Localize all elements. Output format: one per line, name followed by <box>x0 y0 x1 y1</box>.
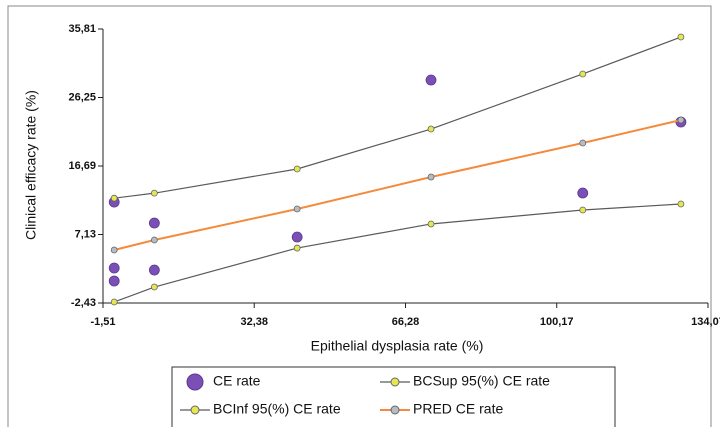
y-tick-label: 26,25 <box>68 91 96 103</box>
legend-marker <box>190 405 200 415</box>
legend-label: PRED CE rate <box>413 401 503 417</box>
point <box>291 231 303 243</box>
y-axis-title: Clinical efficacy rate (%) <box>23 90 39 240</box>
series-line <box>114 36 682 199</box>
point <box>427 220 435 228</box>
point <box>293 205 301 213</box>
point <box>150 283 158 291</box>
point <box>577 187 589 199</box>
legend-marker <box>390 405 400 415</box>
legend-label: BCSup 95(%) CE rate <box>413 373 550 389</box>
legend-label: BCInf 95(%) CE rate <box>213 401 341 417</box>
y-tick-label: 16,69 <box>68 160 96 172</box>
point <box>427 173 435 181</box>
point <box>425 74 437 86</box>
point <box>110 246 118 254</box>
point <box>150 236 158 244</box>
point <box>148 264 160 276</box>
point <box>293 165 301 173</box>
y-tick-label: 7,13 <box>75 228 96 240</box>
frame <box>7 5 712 427</box>
point <box>579 206 587 214</box>
y-tick-label: 35,81 <box>68 23 96 35</box>
point <box>677 116 685 124</box>
series-line <box>113 203 681 303</box>
legend-box <box>171 366 616 427</box>
point <box>150 189 158 197</box>
x-tick-label: 134,07 <box>691 316 720 328</box>
x-tick-label: 32,38 <box>240 316 268 328</box>
point <box>677 200 685 208</box>
point <box>108 275 120 287</box>
x-tick-label: 66,28 <box>392 316 420 328</box>
point <box>579 70 587 78</box>
x-axis-title: Epithelial dysplasia rate (%) <box>311 338 484 354</box>
y-tick-label: -2,43 <box>71 297 96 309</box>
series-line <box>113 119 682 251</box>
x-tick-label: 100,17 <box>540 316 574 328</box>
legend-marker <box>186 373 204 391</box>
point <box>293 244 301 252</box>
point <box>677 33 685 41</box>
legend-label: CE rate <box>213 373 261 389</box>
point <box>108 262 120 274</box>
point <box>110 298 118 306</box>
point <box>427 125 435 133</box>
point <box>148 217 160 229</box>
legend-marker <box>390 377 400 387</box>
point <box>110 194 118 202</box>
point <box>579 139 587 147</box>
x-tick-label: -1,51 <box>90 316 115 328</box>
